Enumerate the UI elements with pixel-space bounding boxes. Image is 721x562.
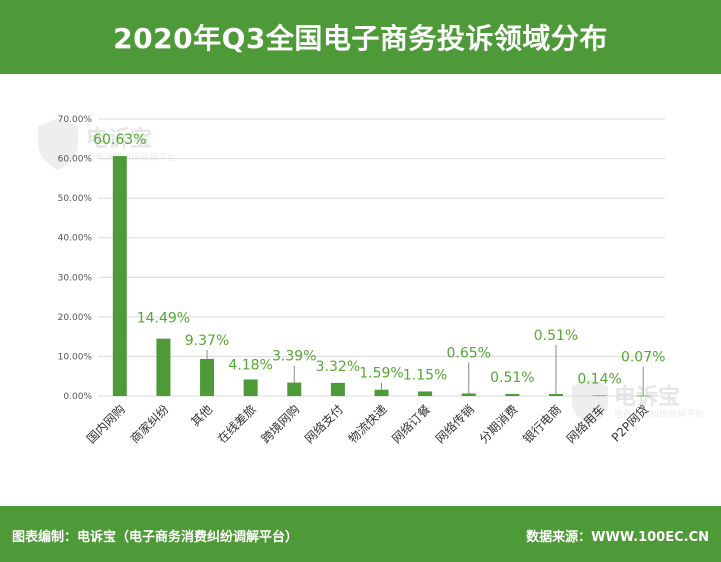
- data-label: 3.32%: [316, 359, 360, 375]
- x-category-label: 跨境网购: [258, 402, 303, 447]
- bar: [243, 379, 258, 396]
- header-banner: 2020年Q3全国电子商务投诉领域分布: [0, 0, 721, 74]
- y-tick-label: 60.00%: [58, 155, 93, 165]
- watermark-brand-right: 电诉宝: [614, 384, 680, 410]
- data-label: 0.51%: [490, 370, 534, 386]
- x-category-label: 网络传销: [432, 402, 477, 447]
- x-category-label: 分期消费: [477, 402, 521, 446]
- chart-area: 电诉宝 电商消费纠纷调解平台 电诉宝 电商消费纠纷调解平台 0.00% 10.00…: [0, 74, 721, 506]
- bar: [461, 393, 476, 396]
- bar-chart: 电诉宝 电商消费纠纷调解平台 电诉宝 电商消费纠纷调解平台 0.00% 10.00…: [38, 115, 704, 447]
- y-tick-label: 20.00%: [58, 313, 93, 323]
- data-label: 3.39%: [272, 349, 316, 365]
- y-tick-label: 10.00%: [58, 352, 93, 362]
- bar: [505, 393, 520, 396]
- y-tick-label: 0.00%: [63, 392, 92, 402]
- footer-banner: 图表编制：电诉宝（电子商务消费纠纷调解平台） 数据来源：WWW.100EC.CN: [0, 506, 721, 562]
- bar: [548, 393, 563, 396]
- data-label: 0.14%: [577, 371, 621, 387]
- x-category-label: 在线差旅: [215, 402, 259, 446]
- data-label: 60.63%: [93, 132, 146, 148]
- watermark-left: 电诉宝 电商消费纠纷调解平台: [38, 118, 176, 170]
- y-tick-label: 40.00%: [58, 234, 93, 244]
- x-category-label: 商家纠纷: [127, 402, 172, 447]
- bar: [287, 382, 302, 396]
- chart-title: 2020年Q3全国电子商务投诉领域分布: [113, 22, 608, 55]
- x-category-label: 国内网购: [83, 402, 128, 447]
- bar: [156, 338, 171, 396]
- footer-credit: 图表编制：电诉宝（电子商务消费纠纷调解平台）: [12, 530, 299, 545]
- x-category-label: 其他: [188, 402, 215, 429]
- footer-source: 数据来源：WWW.100EC.CN: [526, 530, 709, 545]
- data-label: 9.37%: [185, 333, 229, 349]
- x-category-label: 物流快递: [346, 402, 390, 446]
- bar: [592, 395, 607, 397]
- data-label: 1.15%: [403, 367, 447, 383]
- watermark-right: 电诉宝 电商消费纠纷调解平台: [572, 379, 704, 425]
- data-label: 14.49%: [137, 311, 190, 327]
- watermark-group: 电诉宝 电商消费纠纷调解平台 电诉宝 电商消费纠纷调解平台: [38, 118, 704, 425]
- x-category-label: 网络订餐: [389, 402, 434, 447]
- watermark-sub-left: 电商消费纠纷调解平台: [86, 151, 176, 163]
- bar: [636, 395, 651, 397]
- data-label: 0.51%: [534, 328, 578, 344]
- watermark-brand-left: 电诉宝: [86, 126, 152, 152]
- y-tick-label: 70.00%: [58, 115, 93, 125]
- data-label: 0.07%: [621, 350, 665, 366]
- x-category-label: 网络支付: [301, 402, 346, 447]
- bar: [374, 389, 389, 396]
- data-label: 0.65%: [446, 345, 490, 361]
- data-label: 1.59%: [359, 366, 403, 382]
- bar: [330, 382, 345, 396]
- bar: [112, 156, 127, 396]
- watermark-sub-right: 电商消费纠纷调解平台: [614, 408, 704, 420]
- data-label: 4.18%: [228, 357, 272, 373]
- watermark-shield-icon: [572, 379, 608, 425]
- bar: [200, 358, 215, 396]
- x-category-label: 银行电商: [520, 402, 565, 447]
- y-tick-label: 30.00%: [58, 273, 93, 283]
- y-tick-label: 50.00%: [58, 194, 93, 204]
- watermark-shield-icon: [38, 118, 78, 170]
- bar: [418, 391, 433, 396]
